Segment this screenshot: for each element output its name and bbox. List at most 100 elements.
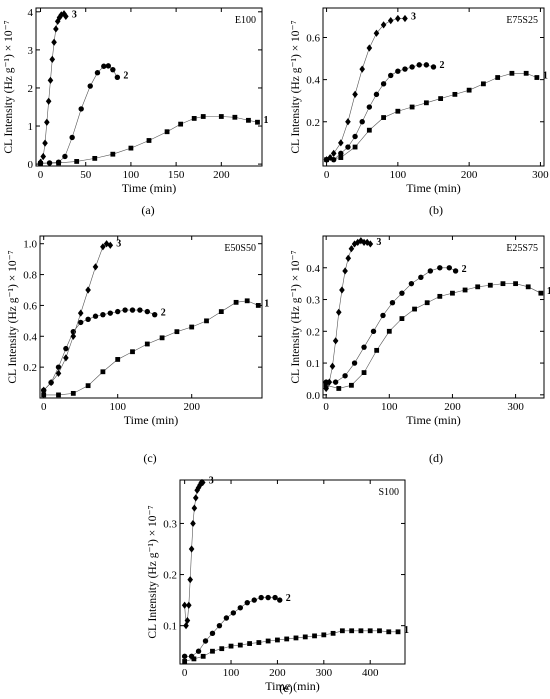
data-point xyxy=(538,290,544,296)
panel-title: E75S25 xyxy=(506,15,538,26)
y-tick-label: 0.2 xyxy=(306,326,320,338)
data-point xyxy=(284,636,290,642)
x-tick-label: 200 xyxy=(183,401,200,413)
data-point xyxy=(92,155,98,161)
data-point xyxy=(195,648,202,654)
data-point xyxy=(387,17,394,25)
data-point xyxy=(69,134,75,141)
series-label: 1 xyxy=(264,298,269,309)
data-point xyxy=(246,117,251,123)
data-point xyxy=(462,287,468,293)
data-point xyxy=(430,64,437,70)
data-point xyxy=(452,91,458,97)
data-point xyxy=(342,267,348,275)
data-point xyxy=(380,21,387,29)
data-point xyxy=(107,241,114,249)
series-label: 3 xyxy=(411,12,416,23)
data-point xyxy=(327,153,333,162)
series-label: 3 xyxy=(116,238,121,249)
y-tick-label: 0.2 xyxy=(23,362,37,374)
series-label: 2 xyxy=(462,264,467,275)
data-point xyxy=(373,29,380,37)
data-point xyxy=(74,159,80,164)
data-point xyxy=(402,14,408,23)
series-line xyxy=(43,243,111,391)
data-point xyxy=(323,384,329,393)
data-point xyxy=(395,629,401,635)
y-tick-label: 0 xyxy=(28,159,34,171)
data-point xyxy=(63,12,69,20)
data-point xyxy=(402,66,408,72)
data-point xyxy=(192,494,199,502)
x-tick-label: 200 xyxy=(213,169,230,181)
data-point xyxy=(244,298,250,304)
series-line xyxy=(43,300,259,396)
series-line xyxy=(326,64,434,160)
data-point xyxy=(386,328,392,334)
data-point xyxy=(186,601,192,609)
data-point xyxy=(182,659,188,664)
data-point xyxy=(345,118,351,126)
data-point xyxy=(345,254,352,262)
series-label: 3 xyxy=(209,476,214,487)
data-point xyxy=(495,75,501,80)
data-point xyxy=(181,601,188,609)
data-point xyxy=(63,345,69,352)
data-point xyxy=(46,160,53,166)
x-tick-label: 200 xyxy=(444,401,461,413)
data-point xyxy=(78,106,84,112)
data-point xyxy=(202,638,209,644)
data-point xyxy=(40,152,47,161)
data-point xyxy=(423,62,430,68)
data-point xyxy=(100,243,106,251)
series-label: 2 xyxy=(123,70,128,81)
data-point xyxy=(437,293,443,299)
data-point xyxy=(51,38,57,46)
data-point xyxy=(85,383,91,389)
series-2: 2 xyxy=(323,60,445,163)
data-point xyxy=(374,347,380,353)
x-tick-label: 400 xyxy=(362,667,379,679)
data-point xyxy=(349,628,355,634)
data-point xyxy=(352,90,358,98)
data-point xyxy=(361,344,367,350)
data-point xyxy=(277,597,283,603)
data-point xyxy=(184,616,191,625)
data-point xyxy=(272,594,278,601)
data-point xyxy=(330,630,336,636)
x-axis-label: Time (min) xyxy=(406,181,461,195)
data-point xyxy=(339,628,345,634)
data-point xyxy=(509,70,515,76)
data-point xyxy=(237,605,244,611)
data-point xyxy=(49,55,56,63)
data-point xyxy=(40,386,47,394)
data-point xyxy=(247,641,252,646)
data-point xyxy=(388,72,394,79)
data-point xyxy=(359,65,366,73)
series-1: 1 xyxy=(41,298,269,398)
series-label: 2 xyxy=(161,308,166,319)
data-point xyxy=(370,328,377,334)
data-point xyxy=(399,290,405,296)
data-point xyxy=(92,313,99,319)
data-point xyxy=(487,282,493,288)
data-point xyxy=(100,369,106,375)
y-tick-label: 0.2 xyxy=(306,117,320,129)
data-point xyxy=(255,303,261,308)
series-label: 2 xyxy=(440,60,445,71)
panel-title: E50S50 xyxy=(224,243,256,254)
data-point xyxy=(336,386,342,391)
y-tick-label: 0.1 xyxy=(163,621,177,633)
data-point xyxy=(219,646,225,652)
x-tick-label: 50 xyxy=(80,169,92,181)
series-line xyxy=(184,630,399,662)
data-point xyxy=(178,121,184,127)
data-point xyxy=(218,309,224,314)
chart-panel-d: 0 100 200 300 0.0 0.1 0.2 0.3 0.4 Time (min) CL In… xyxy=(290,235,550,465)
data-point xyxy=(348,245,355,253)
data-point xyxy=(349,382,354,388)
data-point xyxy=(129,307,136,313)
data-point xyxy=(255,119,260,125)
data-point xyxy=(361,370,367,375)
